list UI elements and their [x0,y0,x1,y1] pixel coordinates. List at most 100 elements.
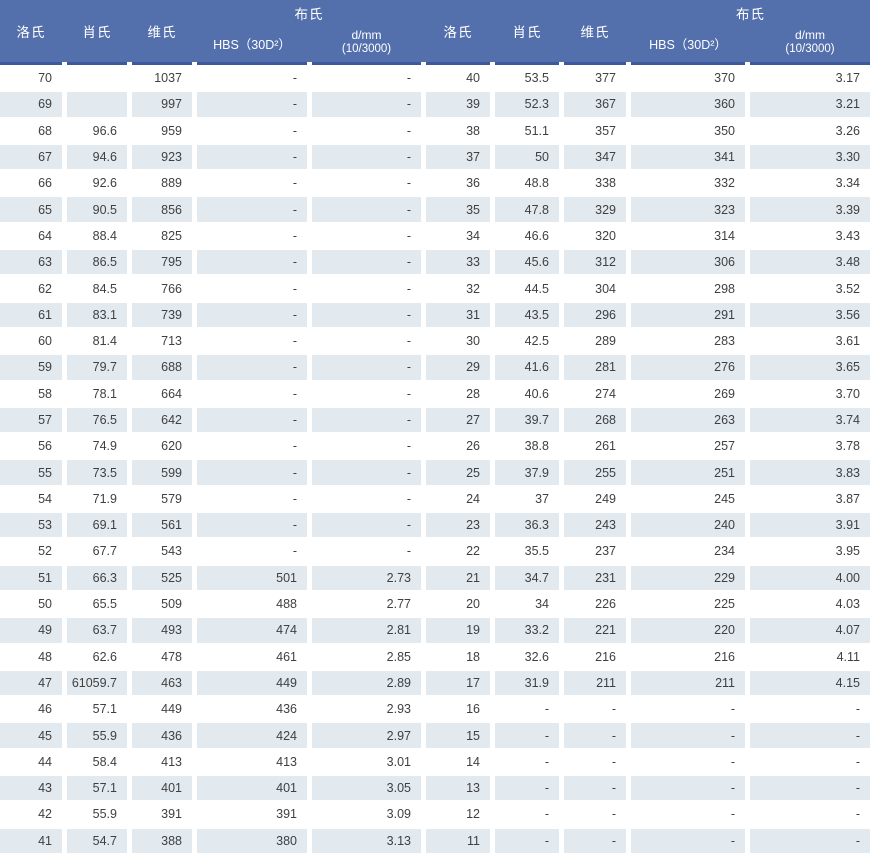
cell-shore-right: 32.6 [524,649,549,664]
cell-vickers-right: - [611,754,616,769]
cell-shore-right: 35.5 [524,544,549,559]
table-row: 65 90.5 856 - - 35 47.8 329 323 3.39 [0,196,870,222]
cell-vickers-left: 688 [132,355,192,380]
cell-hbs-left: 474 [197,618,307,643]
cell-rockwell-left: 66 [38,176,52,191]
cell-dmm-left: - [406,386,411,401]
cell-hbs-right: 306 [631,250,745,275]
cell-shore-left: 73.5 [67,460,127,485]
cell-dmm-left: 3.05 [312,776,421,801]
cell-hbs-left: - [292,71,297,86]
cell-rockwell-left: 64 [38,228,52,243]
cell-rockwell-left: 49 [0,618,62,643]
header-brinell-right: 布氏 [736,7,765,22]
cell-dmm-left: - [312,355,421,380]
cell-vickers-right: - [564,723,626,748]
cell-dmm-right: 3.65 [750,355,870,380]
cell-vickers-right: 268 [564,407,626,433]
cell-vickers-right: - [611,702,616,717]
cell-dmm-right: 3.83 [750,460,870,485]
cell-shore-right: - [544,702,549,717]
cell-hbs-right: 251 [631,460,745,485]
cell-rockwell-right: 17 [426,670,490,696]
cell-hbs-right: 216 [714,649,735,664]
cell-dmm-left: 2.77 [386,597,411,612]
cell-shore-left: 57.1 [67,776,127,801]
cell-rockwell-right: 19 [426,618,490,643]
cell-dmm-right: 4.00 [750,565,870,590]
cell-shore-left: 55.9 [67,723,127,748]
table-row: 62 84.5 766 - - 32 44.5 304 298 3.52 [0,275,870,301]
cell-rockwell-right: 11 [426,828,490,853]
cell-rockwell-left: 68 [38,123,52,138]
cell-hbs-right: 323 [631,197,745,222]
cell-vickers-right: 221 [564,618,626,643]
cell-shore-right: 43.5 [495,302,559,327]
cell-rockwell-right: 26 [466,439,480,454]
cell-rockwell-right: 33 [426,250,490,275]
cell-hbs-left: 413 [276,754,297,769]
cell-vickers-right: 329 [564,197,626,222]
table-row: 42 55.9 391 391 3.09 12 - - - - [0,801,870,827]
cell-vickers-right: 255 [564,460,626,485]
cell-shore-left: 92.6 [92,176,117,191]
cell-rockwell-right: 39 [426,92,490,117]
cell-hbs-left: - [292,123,297,138]
header-vickers-left: 维氏 [132,0,192,65]
table-row: 67 94.6 923 - - 37 50 347 341 3.30 [0,144,870,170]
cell-rockwell-left: 44 [38,754,52,769]
cell-shore-right: 36.3 [495,513,559,538]
cell-vickers-right: 281 [564,355,626,380]
cell-vickers-left: 463 [132,670,192,696]
cell-shore-left: 62.6 [92,649,117,664]
cell-dmm-left: 3.01 [386,754,411,769]
cell-vickers-left: 493 [132,618,192,643]
cell-hbs-left: - [197,407,307,433]
cell-hbs-left: - [292,281,297,296]
cell-vickers-right: 347 [564,144,626,170]
cell-shore-left: 71.9 [92,491,117,506]
cell-dmm-left: - [312,250,421,275]
cell-rockwell-left: 52 [38,544,52,559]
table-row: 48 62.6 478 461 2.85 18 32.6 216 216 4.1… [0,644,870,670]
cell-hbs-left: 424 [197,723,307,748]
cell-hbs-right: 234 [714,544,735,559]
cell-shore-left: 57.1 [92,702,117,717]
cell-vickers-right: 216 [595,649,616,664]
cell-dmm-left: 2.89 [312,670,421,696]
cell-rockwell-right: 13 [426,776,490,801]
header-hbs-right: HBS（30D²） [631,24,745,65]
header-dmm-line1: d/mm [351,28,382,43]
cell-hbs-left: 488 [276,597,297,612]
cell-rockwell-left: 56 [38,439,52,454]
cell-dmm-right: - [855,702,860,717]
cell-vickers-right: 237 [595,544,616,559]
cell-rockwell-right: 24 [466,491,480,506]
cell-shore-right: 37.9 [495,460,559,485]
cell-shore-right: 53.5 [524,71,549,86]
cell-shore-right: - [544,807,549,822]
cell-hbs-left: - [197,250,307,275]
cell-shore-left: 66.3 [67,565,127,590]
cell-hbs-right: - [730,807,735,822]
cell-shore-left: 61059.7 [67,670,127,696]
cell-hbs-right: - [730,702,735,717]
cell-rockwell-right: 32 [466,281,480,296]
cell-hbs-left: 380 [197,828,307,853]
table-row: 49 63.7 493 474 2.81 19 33.2 221 220 4.0… [0,617,870,643]
cell-dmm-right: 3.87 [835,491,860,506]
cell-vickers-right: 226 [595,597,616,612]
cell-rockwell-left: 51 [0,565,62,590]
cell-hbs-left: - [292,386,297,401]
cell-shore-left: 88.4 [92,228,117,243]
cell-dmm-right: 4.07 [750,618,870,643]
header-dmm-line2: (10/3000) [341,43,392,56]
cell-hbs-right: - [631,828,745,853]
cell-hbs-left: - [197,355,307,380]
cell-vickers-right: - [611,807,616,822]
cell-dmm-left: - [312,144,421,170]
cell-shore-right: 40.6 [524,386,549,401]
cell-vickers-left: 664 [161,386,182,401]
cell-dmm-right: 3.74 [750,407,870,433]
cell-hbs-right: 220 [631,618,745,643]
